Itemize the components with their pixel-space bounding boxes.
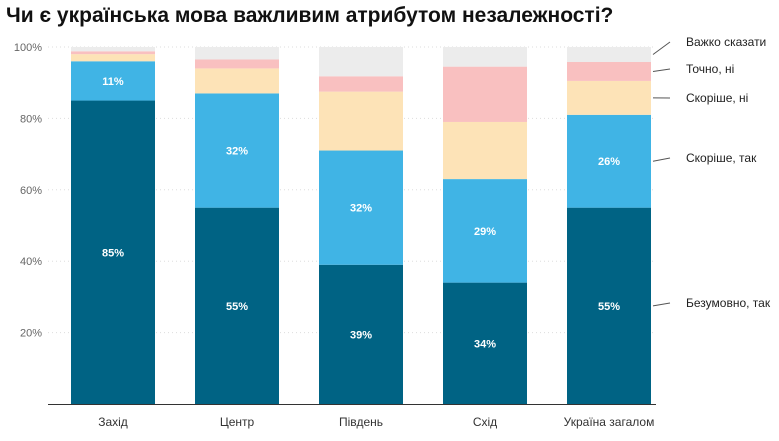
y-tick-label: 40% [20,256,42,268]
legend: Безумовно, так Скоріше, так Скоріше, ні Точ… [652,35,771,310]
bar-segment [567,47,651,62]
bar-segment [567,80,651,115]
data-labels: 85% 11% 55% 32% 39% 32% 34% 29% 55% 26% [102,76,620,350]
bar-segment [443,47,527,67]
data-label: 11% [102,76,124,88]
data-label: 32% [350,203,372,215]
data-label: 85% [102,247,124,259]
bar-segment [443,179,527,283]
x-tick-label: Південь [339,415,383,429]
bar-segment [195,59,279,69]
legend-leader-line [652,157,671,162]
bar-segment [319,91,403,151]
bar-segment [195,68,279,94]
bar-segment [319,76,403,92]
data-label: 55% [598,301,620,313]
x-tick-label: Україна загалом [564,415,655,429]
x-tick-label: Схід [473,415,497,429]
bar-segment [71,100,155,405]
bar-segment [443,66,527,122]
data-label: 29% [474,226,496,238]
bar-segment [319,47,403,77]
legend-leader-line [652,68,671,72]
y-tick-label: 20% [20,328,42,340]
data-label: 39% [350,329,372,341]
y-tick-label: 80% [20,113,42,125]
data-label: 26% [598,156,620,168]
x-tick-label: Центр [220,415,255,429]
data-label: 32% [226,146,248,158]
x-axis-category-labels: Захід Центр Південь Схід Україна загалом [98,415,654,429]
bar-segment [71,47,155,52]
bar-segment [319,150,403,265]
bar-segment [195,207,279,404]
bar-segment [443,282,527,404]
bar-segment [567,207,651,404]
y-tick-label: 100% [14,42,42,54]
legend-label: Безумовно, так [686,296,771,310]
legend-label: Точно, ні [686,62,734,76]
y-axis-tick-labels: 20% 40% 60% 80% 100% [14,42,42,340]
bar-segment [195,93,279,208]
bar-segment [195,47,279,60]
bar-segment [443,121,527,180]
bar-stacks [71,47,651,405]
x-tick-label: Захід [98,415,128,429]
bar-segment [319,264,403,404]
bar-segment [567,61,651,81]
legend-leader-line [652,302,671,307]
legend-label: Скоріше, ні [686,91,748,105]
bar-segment [71,61,155,101]
bar-segment [71,54,155,62]
legend-label: Скоріше, так [686,151,757,165]
data-label: 55% [226,301,248,313]
legend-label: Важко сказати [686,35,766,49]
bar-segment [567,114,651,208]
chart-title: Чи є українська мова важливим атрибутом … [6,4,613,27]
bar-segment [71,51,155,55]
y-tick-label: 60% [20,185,42,197]
data-label: 34% [474,338,496,350]
legend-leader-line [652,41,671,55]
